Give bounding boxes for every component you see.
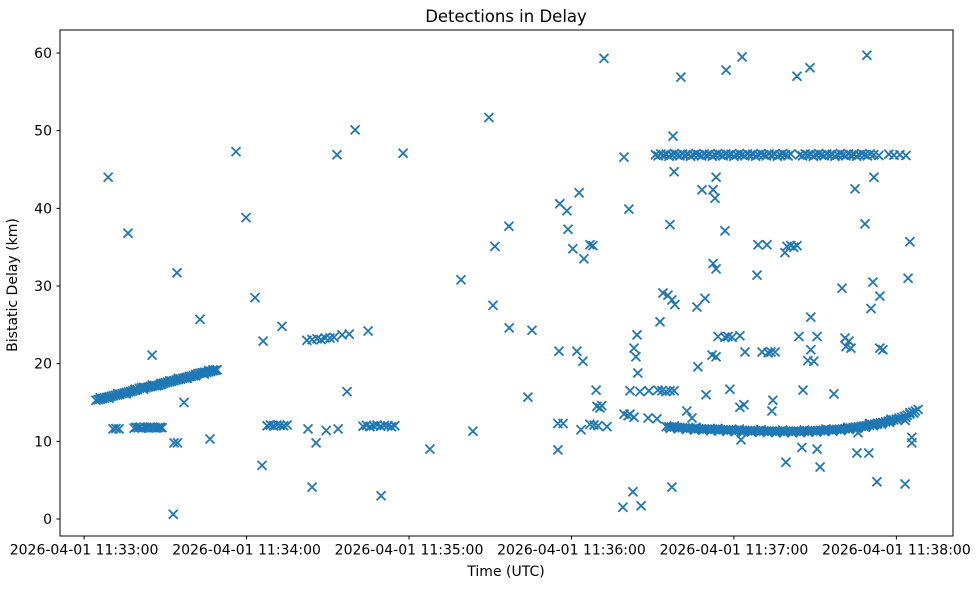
y-tick-label: 60 xyxy=(34,46,52,62)
y-tick-label: 20 xyxy=(34,357,52,373)
x-tick-label: 2026-04-01 11:38:00 xyxy=(822,543,971,559)
y-axis-label: Bistatic Delay (km) xyxy=(5,218,21,352)
marker-group-level-cluster-11p7 xyxy=(107,421,168,435)
marker-group-scattered-detections xyxy=(103,50,917,520)
scatter-markers xyxy=(90,50,924,520)
x-tick-label: 2026-04-01 11:35:00 xyxy=(335,543,484,559)
chart-title: Detections in Delay xyxy=(425,7,587,26)
x-tick-label: 2026-04-01 11:36:00 xyxy=(497,543,646,559)
marker-group-level-cluster-12-early xyxy=(261,419,293,431)
y-tick-label: 40 xyxy=(34,201,52,217)
y-tick-label: 10 xyxy=(34,434,52,450)
marker-group-band-46p9-segment-1 xyxy=(650,148,796,162)
tick-marks xyxy=(56,52,897,540)
marker-group-level-cluster-12-late xyxy=(357,419,401,432)
x-tick-label: 2026-04-01 11:37:00 xyxy=(660,543,809,559)
y-tick-label: 50 xyxy=(34,124,52,140)
axes-layer: 2026-04-01 11:33:00 2026-04-01 11:34:00 20… xyxy=(10,29,971,559)
x-tick-label: 2026-04-01 11:34:00 xyxy=(172,543,321,559)
marker-group-rising-streak-1133 xyxy=(90,364,223,406)
axes-spines xyxy=(59,29,954,537)
y-tick-label: 0 xyxy=(43,512,52,528)
x-axis-label: Time (UTC) xyxy=(466,564,544,580)
marker-group-band-46p9-segment-2 xyxy=(794,148,912,162)
y-tick-label: 30 xyxy=(34,279,52,295)
x-tick-label: 2026-04-01 11:33:00 xyxy=(10,543,159,559)
